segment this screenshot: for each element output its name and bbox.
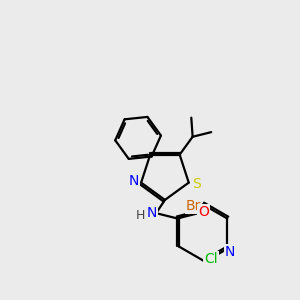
Text: Cl: Cl [204,252,218,266]
Text: Br: Br [186,199,201,213]
Text: N: N [146,206,157,220]
Text: S: S [193,177,201,191]
Text: H: H [136,209,146,222]
Text: O: O [198,205,209,219]
Text: N: N [225,245,236,259]
Text: N: N [129,174,139,188]
